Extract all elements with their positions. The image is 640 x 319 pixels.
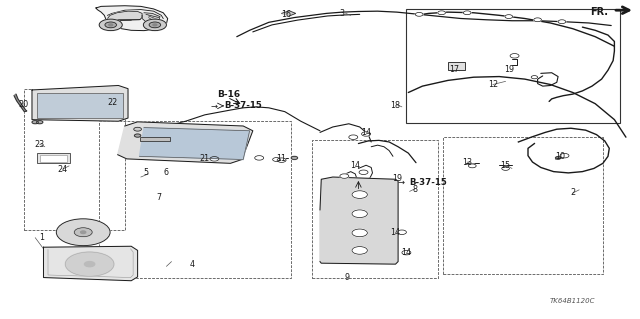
Circle shape: [56, 219, 110, 246]
Circle shape: [340, 174, 349, 178]
Text: 1: 1: [39, 233, 44, 242]
Circle shape: [149, 22, 161, 28]
Circle shape: [352, 191, 367, 198]
Polygon shape: [44, 246, 138, 281]
Text: 20: 20: [18, 100, 28, 109]
Bar: [37, 153, 70, 163]
Bar: [312, 140, 438, 278]
Polygon shape: [142, 13, 160, 22]
Circle shape: [134, 134, 141, 137]
Polygon shape: [282, 11, 296, 16]
Text: 24: 24: [58, 165, 68, 174]
Circle shape: [463, 11, 471, 15]
Polygon shape: [140, 128, 250, 160]
Bar: [99, 121, 291, 278]
Circle shape: [362, 132, 371, 136]
Text: 12: 12: [488, 80, 498, 89]
Circle shape: [505, 15, 513, 19]
Circle shape: [560, 153, 569, 158]
Polygon shape: [320, 177, 398, 264]
Circle shape: [134, 127, 141, 131]
Circle shape: [534, 18, 541, 22]
Circle shape: [291, 156, 298, 160]
Text: 14: 14: [390, 228, 401, 237]
Text: B-37-15: B-37-15: [410, 178, 447, 187]
Text: 5: 5: [143, 168, 148, 177]
Circle shape: [502, 167, 509, 170]
Circle shape: [210, 157, 219, 161]
Text: 14: 14: [401, 248, 412, 257]
Circle shape: [359, 170, 368, 174]
Text: 23: 23: [35, 140, 45, 149]
Circle shape: [255, 156, 264, 160]
Circle shape: [531, 76, 538, 79]
Text: 15: 15: [500, 161, 511, 170]
Circle shape: [468, 164, 476, 168]
Circle shape: [277, 158, 286, 162]
Text: 11: 11: [276, 154, 287, 163]
Bar: [40, 155, 67, 162]
Polygon shape: [14, 94, 27, 112]
Circle shape: [352, 247, 367, 254]
Text: →: →: [211, 101, 218, 110]
Text: 22: 22: [107, 98, 117, 107]
Text: →: →: [397, 178, 404, 187]
Polygon shape: [96, 6, 168, 31]
Text: 14: 14: [361, 128, 371, 137]
Circle shape: [349, 135, 358, 139]
Text: 14: 14: [350, 161, 360, 170]
Polygon shape: [118, 122, 253, 163]
Polygon shape: [108, 11, 142, 21]
Circle shape: [402, 250, 411, 255]
Text: B-37-15: B-37-15: [224, 101, 262, 110]
Circle shape: [105, 22, 116, 28]
Circle shape: [36, 121, 43, 124]
Text: 10: 10: [556, 152, 566, 161]
Text: 16: 16: [281, 10, 291, 19]
Circle shape: [99, 19, 122, 31]
Circle shape: [74, 228, 92, 237]
Text: 9: 9: [344, 273, 349, 282]
Circle shape: [84, 262, 95, 267]
Bar: [443, 137, 603, 274]
Circle shape: [415, 12, 423, 16]
Circle shape: [32, 121, 38, 124]
Text: 17: 17: [449, 65, 460, 74]
Circle shape: [556, 157, 561, 159]
Text: FR.: FR.: [590, 7, 608, 17]
Text: 3: 3: [340, 9, 345, 18]
Circle shape: [558, 20, 566, 24]
Text: 18: 18: [390, 101, 401, 110]
Bar: [37, 93, 123, 118]
Text: 7: 7: [156, 193, 161, 202]
Text: 4: 4: [189, 260, 195, 269]
Circle shape: [143, 19, 166, 31]
Circle shape: [273, 158, 280, 161]
Circle shape: [438, 11, 445, 15]
Circle shape: [81, 231, 86, 234]
Text: 19: 19: [392, 174, 402, 182]
Text: 8: 8: [412, 185, 417, 194]
Bar: [406, 9, 620, 123]
Text: 6: 6: [164, 168, 169, 177]
Polygon shape: [32, 85, 128, 121]
Circle shape: [352, 210, 367, 218]
Text: 19: 19: [504, 65, 514, 74]
Circle shape: [510, 54, 519, 58]
Bar: [140, 137, 170, 141]
Circle shape: [109, 24, 113, 26]
Circle shape: [397, 230, 406, 234]
Circle shape: [153, 24, 157, 26]
Bar: [448, 62, 465, 70]
Text: 13: 13: [462, 158, 472, 167]
Text: 2: 2: [570, 189, 575, 197]
Bar: [24, 89, 125, 230]
Text: TK64B1120C: TK64B1120C: [550, 299, 596, 304]
Circle shape: [352, 229, 367, 237]
Circle shape: [65, 252, 114, 276]
Text: B-16: B-16: [218, 90, 241, 99]
Text: 21: 21: [200, 154, 210, 163]
